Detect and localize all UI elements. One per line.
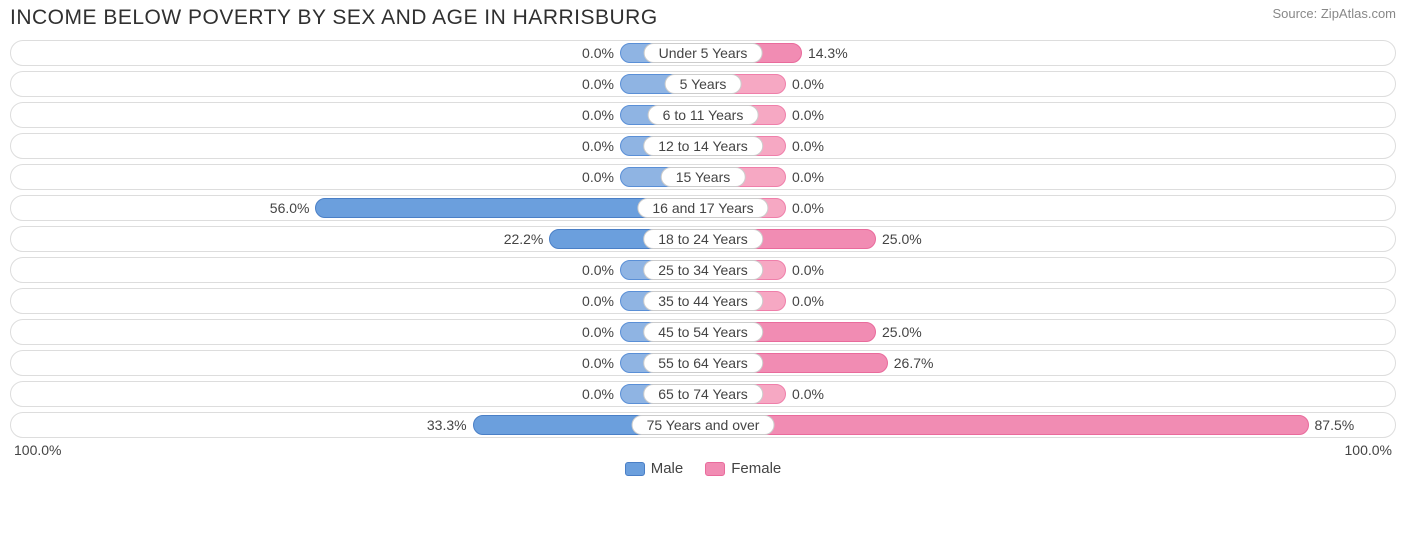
- chart-row: 33.3% 87.5% 75 Years and over: [10, 412, 1396, 438]
- male-value-label: 0.0%: [582, 382, 620, 406]
- female-value-label: 25.0%: [876, 320, 922, 344]
- chart-row: 0.0% 25.0% 45 to 54 Years: [10, 319, 1396, 345]
- male-value-label: 0.0%: [582, 258, 620, 282]
- female-value-label: 0.0%: [786, 134, 824, 158]
- chart-row: 22.2% 25.0% 18 to 24 Years: [10, 226, 1396, 252]
- chart-row: 0.0% 0.0% 65 to 74 Years: [10, 381, 1396, 407]
- male-value-label: 0.0%: [582, 289, 620, 313]
- male-value-label: 22.2%: [504, 227, 550, 251]
- legend: Male Female: [10, 460, 1396, 477]
- category-label: Under 5 Years: [644, 43, 763, 63]
- category-label: 45 to 54 Years: [643, 322, 763, 342]
- female-value-label: 0.0%: [786, 103, 824, 127]
- category-label: 25 to 34 Years: [643, 260, 763, 280]
- axis-left: 100.0%: [14, 442, 61, 458]
- legend-female-label: Female: [731, 460, 781, 477]
- chart-row: 0.0% 0.0% 6 to 11 Years: [10, 102, 1396, 128]
- female-value-label: 0.0%: [786, 289, 824, 313]
- male-value-label: 0.0%: [582, 41, 620, 65]
- female-bar: [703, 415, 1309, 435]
- male-value-label: 0.0%: [582, 320, 620, 344]
- category-label: 6 to 11 Years: [648, 105, 759, 125]
- category-label: 12 to 14 Years: [643, 136, 763, 156]
- female-value-label: 0.0%: [786, 72, 824, 96]
- legend-male: Male: [625, 460, 684, 477]
- category-label: 18 to 24 Years: [643, 229, 763, 249]
- axis-labels: 100.0% 100.0%: [10, 442, 1396, 458]
- female-value-label: 0.0%: [786, 258, 824, 282]
- male-swatch-icon: [625, 462, 645, 476]
- female-value-label: 26.7%: [888, 351, 934, 375]
- chart-row: 0.0% 0.0% 35 to 44 Years: [10, 288, 1396, 314]
- female-value-label: 0.0%: [786, 196, 824, 220]
- category-label: 75 Years and over: [632, 415, 775, 435]
- male-value-label: 0.0%: [582, 72, 620, 96]
- female-value-label: 25.0%: [876, 227, 922, 251]
- diverging-bar-chart: 0.0%14.3%Under 5 Years0.0%0.0%5 Years0.0…: [10, 40, 1396, 438]
- legend-female: Female: [705, 460, 781, 477]
- male-value-label: 0.0%: [582, 351, 620, 375]
- male-value-label: 0.0%: [582, 165, 620, 189]
- chart-row: 0.0% 26.7% 55 to 64 Years: [10, 350, 1396, 376]
- female-swatch-icon: [705, 462, 725, 476]
- chart-row: 0.0% 0.0% 25 to 34 Years: [10, 257, 1396, 283]
- category-label: 16 and 17 Years: [637, 198, 768, 218]
- category-label: 35 to 44 Years: [643, 291, 763, 311]
- category-label: 55 to 64 Years: [643, 353, 763, 373]
- female-value-label: 0.0%: [786, 165, 824, 189]
- source-label: Source: ZipAtlas.com: [1272, 6, 1396, 21]
- legend-male-label: Male: [651, 460, 684, 477]
- male-value-label: 56.0%: [270, 196, 316, 220]
- female-value-label: 87.5%: [1309, 413, 1355, 437]
- male-value-label: 0.0%: [582, 103, 620, 127]
- male-value-label: 0.0%: [582, 134, 620, 158]
- chart-row: 0.0% 14.3% Under 5 Years: [10, 40, 1396, 66]
- category-label: 65 to 74 Years: [643, 384, 763, 404]
- chart-title: INCOME BELOW POVERTY BY SEX AND AGE IN H…: [10, 6, 658, 30]
- chart-row: 0.0% 0.0% 5 Years: [10, 71, 1396, 97]
- female-value-label: 0.0%: [786, 382, 824, 406]
- chart-row: 0.0% 0.0% 15 Years: [10, 164, 1396, 190]
- chart-row: 0.0% 0.0% 12 to 14 Years: [10, 133, 1396, 159]
- category-label: 15 Years: [661, 167, 746, 187]
- female-value-label: 14.3%: [802, 41, 848, 65]
- category-label: 5 Years: [665, 74, 742, 94]
- male-value-label: 33.3%: [427, 413, 473, 437]
- chart-row: 56.0% 0.0% 16 and 17 Years: [10, 195, 1396, 221]
- axis-right: 100.0%: [1345, 442, 1392, 458]
